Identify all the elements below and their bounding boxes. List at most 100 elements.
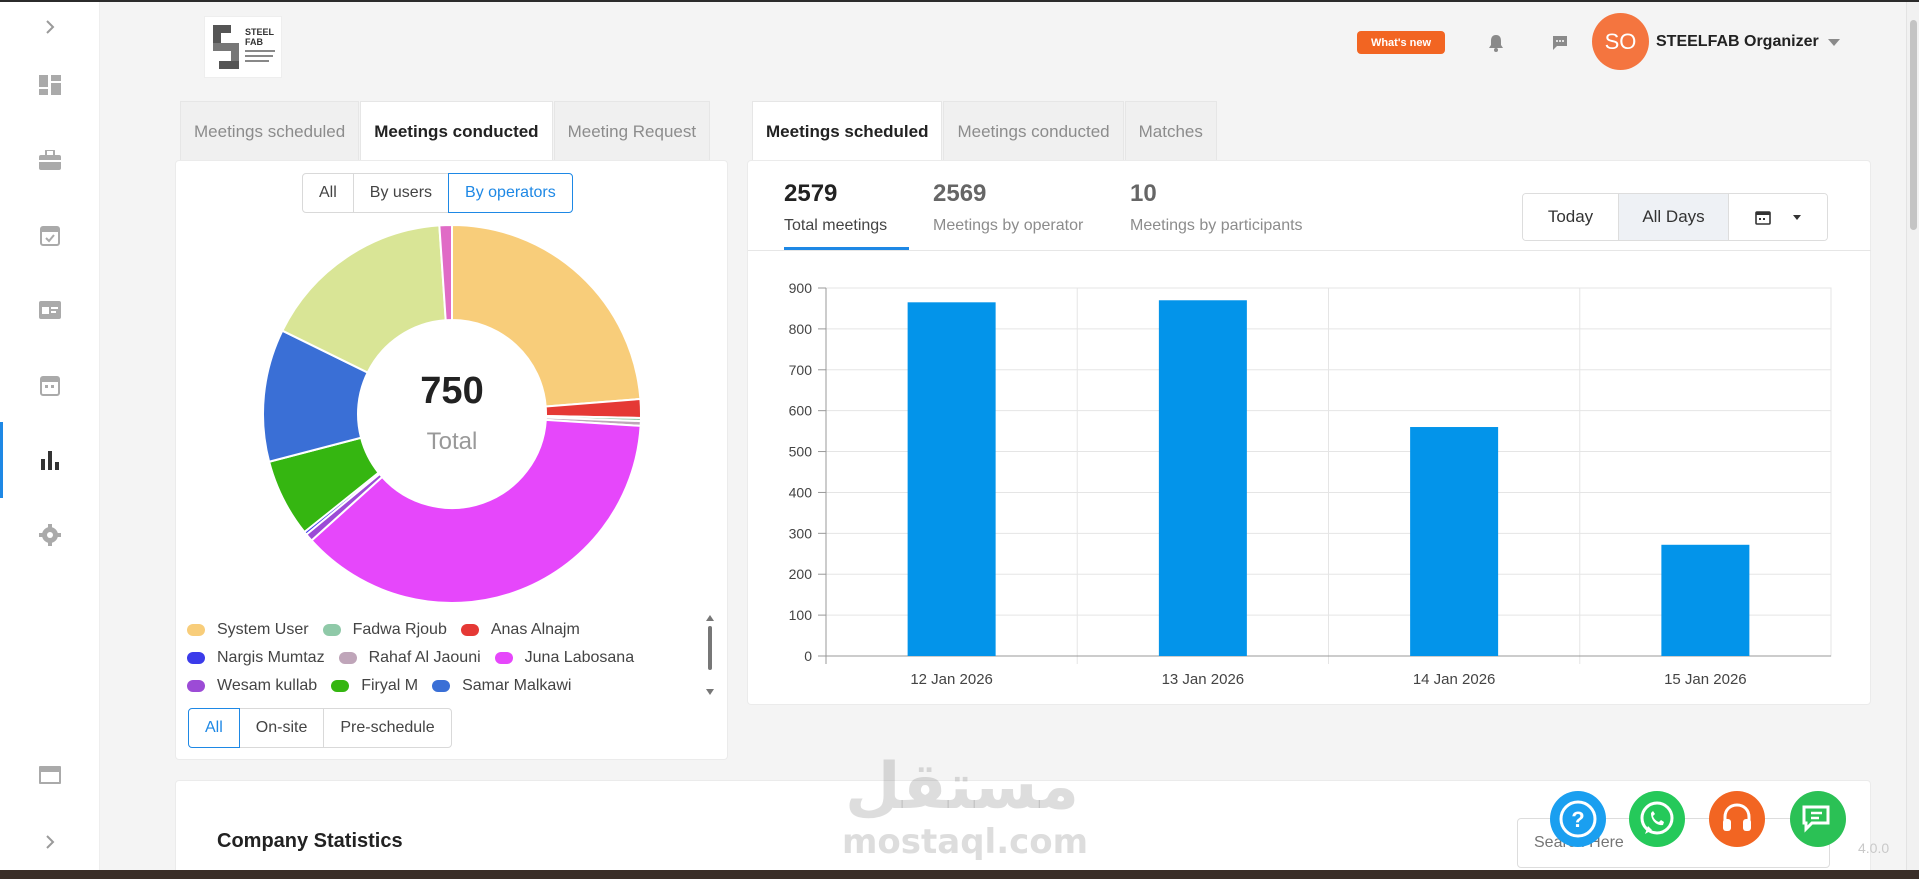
y-tick-label: 900 [789, 280, 813, 296]
legend-item[interactable]: System User [187, 621, 309, 639]
panel-icon [39, 766, 61, 784]
legend-dot [322, 624, 341, 636]
tab-meetings-scheduled[interactable]: Meetings scheduled [752, 101, 943, 161]
sidebar-item-panel[interactable] [0, 750, 100, 800]
legend-label: Rahaf Al Jaouni [368, 649, 481, 666]
date-picker-button[interactable] [1729, 194, 1827, 240]
legend-item[interactable]: Anas Alnajm [460, 621, 580, 639]
tab-meetings-scheduled[interactable]: Meetings scheduled [180, 101, 360, 161]
watermark: مستقل mostaql.com [842, 752, 1088, 862]
svg-text:STEEL: STEEL [245, 27, 275, 37]
y-tick-label: 100 [789, 607, 813, 623]
sidebar-expand-icon[interactable] [0, 2, 100, 52]
stat-total-meetings-label[interactable]: Total meetings [784, 217, 888, 234]
right-tabs: Meetings scheduled Meetings conducted Ma… [752, 101, 1218, 161]
avatar[interactable]: SO [1592, 13, 1649, 70]
tab-meeting-request[interactable]: Meeting Request [553, 101, 711, 161]
whats-new-button[interactable]: What's new [1357, 31, 1445, 54]
donut-slice[interactable] [281, 224, 447, 374]
y-tick-label: 500 [789, 444, 813, 460]
legend-item[interactable]: Firyal M [331, 677, 418, 695]
legend-dot [338, 652, 357, 664]
legend-item[interactable]: Wesam kullab [187, 677, 317, 695]
live-chat-button[interactable] [1790, 791, 1846, 847]
filter-by-users-button[interactable]: By users [352, 173, 450, 213]
settings-icon [39, 524, 61, 546]
sidebar-footer-expand-icon[interactable] [0, 817, 100, 867]
legend-item[interactable]: Samar Malkawi [432, 677, 571, 695]
legend-label: Samar Malkawi [462, 677, 572, 694]
chat-bubbles-icon [1802, 805, 1830, 833]
window-top-border [0, 0, 1919, 2]
sidebar-item-exhibitors[interactable] [0, 135, 100, 185]
donut-legend: System User Fadwa Rjoub Anas Alnajm Narg… [187, 616, 687, 700]
donut-total-value: 750 [420, 370, 484, 412]
y-tick-label: 800 [789, 321, 813, 337]
today-button[interactable]: Today [1523, 194, 1619, 240]
legend-dot [331, 680, 350, 692]
legend-label: Wesam kullab [217, 677, 318, 694]
stat-by-participants-label[interactable]: Meetings by participants [1130, 217, 1303, 234]
legend-item[interactable]: Fadwa Rjoub [322, 621, 447, 639]
tab-matches[interactable]: Matches [1124, 101, 1217, 161]
legend-scrollbar[interactable] [703, 612, 717, 698]
filter-all-button[interactable]: All [188, 708, 240, 748]
help-icon: ? [1559, 800, 1597, 838]
legend-label: Fadwa Rjoub [352, 621, 447, 638]
stat-by-operator-label[interactable]: Meetings by operator [933, 217, 1084, 234]
y-tick-label: 200 [789, 566, 813, 582]
svg-text:?: ? [1571, 807, 1584, 832]
support-button[interactable] [1709, 791, 1765, 847]
page-scrollbar[interactable] [1906, 2, 1919, 870]
sidebar-item-badges[interactable] [0, 285, 100, 335]
page-scrollbar-thumb[interactable] [1910, 20, 1917, 230]
legend-label: Firyal M [361, 677, 419, 694]
user-name[interactable]: STEELFAB Organizer [1656, 33, 1819, 50]
bar[interactable] [1661, 544, 1750, 656]
legend-dot [432, 680, 451, 692]
legend-item[interactable]: Rahaf Al Jaouni [338, 649, 481, 667]
chat-icon[interactable] [1547, 30, 1573, 56]
left-tabs: Meetings scheduled Meetings conducted Me… [180, 101, 711, 161]
donut-slice[interactable] [310, 418, 642, 604]
stat-total-meetings-value: 2579 [784, 180, 838, 207]
bar[interactable] [1158, 300, 1247, 656]
y-tick-label: 700 [789, 362, 813, 378]
caret-down-icon [1793, 214, 1801, 220]
sidebar-item-settings[interactable] [0, 510, 100, 560]
filter-onsite-button[interactable]: On-site [238, 708, 325, 748]
calendar-icon [1755, 211, 1771, 225]
legend-dot [187, 680, 205, 692]
tab-meetings-conducted[interactable]: Meetings conducted [943, 101, 1124, 161]
id-card-icon [39, 301, 61, 319]
sidebar-item-meetings[interactable] [0, 210, 100, 260]
chevron-down-icon[interactable] [1826, 36, 1842, 50]
filter-all-button[interactable]: All [302, 173, 354, 213]
filter-by-operators-button[interactable]: By operators [448, 173, 573, 213]
legend-item[interactable]: Nargis Mumtaz [187, 649, 325, 667]
donut-slice[interactable] [451, 224, 642, 408]
y-tick-label: 0 [804, 648, 812, 664]
company-logo: STEEL FAB [204, 16, 282, 78]
stat-active-indicator [784, 247, 909, 250]
window-bottom-border [0, 870, 1919, 879]
donut-total-label: Total [426, 428, 478, 455]
bar[interactable] [907, 302, 996, 656]
filter-preschedule-button[interactable]: Pre-schedule [323, 708, 452, 748]
calendar-check-icon [40, 226, 60, 246]
help-button[interactable]: ? [1550, 791, 1606, 847]
legend-label: Juna Labosana [524, 649, 635, 666]
tab-meetings-conducted[interactable]: Meetings conducted [360, 101, 553, 161]
sidebar-item-dashboard[interactable] [0, 60, 100, 110]
bar[interactable] [1410, 427, 1499, 656]
donut-slice[interactable] [438, 224, 453, 322]
sidebar-item-schedule[interactable] [0, 360, 100, 410]
legend-label: Nargis Mumtaz [217, 649, 325, 666]
donut-chart [262, 224, 642, 604]
legend-item[interactable]: Juna Labosana [494, 649, 635, 667]
whatsapp-button[interactable] [1629, 791, 1685, 847]
all-days-button[interactable]: All Days [1619, 194, 1729, 240]
app-version: 4.0.0 [1858, 840, 1890, 856]
sidebar-item-statistics[interactable] [0, 422, 100, 498]
bell-icon[interactable] [1483, 30, 1509, 56]
